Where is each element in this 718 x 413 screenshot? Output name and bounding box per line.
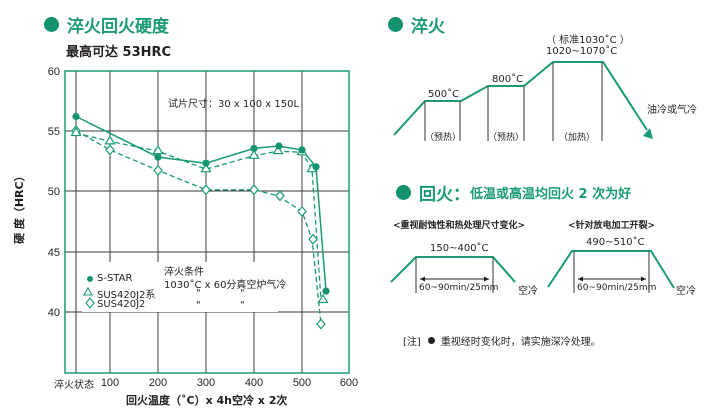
temper-left-cool: 空冷 xyxy=(518,286,538,297)
svg-text:50: 50 xyxy=(48,186,60,198)
footnote-prefix: [注] xyxy=(403,337,421,348)
footnote: [注] 重视经时变化时，请实施深冷处理。 xyxy=(403,333,601,348)
hardness-subtitle: 最高可达 53HRC xyxy=(66,45,172,60)
quench-standard-temp: （ 标准1030˚C ） xyxy=(546,35,630,46)
svg-text:500: 500 xyxy=(293,377,311,389)
ditto-mark: " xyxy=(196,288,201,299)
hardness-title-text: 淬火回火硬度 xyxy=(67,17,169,37)
series-sus420j2-line xyxy=(75,130,322,325)
svg-text:300: 300 xyxy=(197,377,215,389)
chart-legend xyxy=(82,262,278,312)
temper-right-heading: <针对放电加工开裂> xyxy=(568,221,656,231)
ditto-mark: " xyxy=(240,300,245,311)
preheat1-temp: 500˚C xyxy=(428,89,460,100)
svg-text:400: 400 xyxy=(245,377,263,389)
quench-heat-range: 1020~1070˚C xyxy=(546,46,618,57)
footnote-text: 重视经时变化时，请实施深冷处理。 xyxy=(440,337,601,348)
specimen-note: 试片尺寸：30 x 100 x 150L xyxy=(168,99,300,110)
svg-text:600: 600 xyxy=(340,377,358,389)
bullet-icon xyxy=(427,337,435,344)
temper-left-time: 60~90min/25mm xyxy=(419,283,499,293)
diamond-markers xyxy=(71,125,326,330)
bullet-dot-icon xyxy=(396,185,411,200)
legend-circle-icon xyxy=(87,276,93,282)
x-axis-first-label: 淬火状态 xyxy=(54,380,94,391)
x-tick-labels: 100 200 300 400 500 600 xyxy=(101,377,358,389)
temper-right-time: 60~90min/25mm xyxy=(577,283,657,293)
legend-label-sus420j2-type: SUS420J2系 xyxy=(97,290,156,301)
legend-label-s-star: S-STAR xyxy=(97,273,133,284)
ditto-mark: " xyxy=(196,300,201,311)
temper-left-temp: 150~400˚C xyxy=(430,243,489,254)
quench-condition-label: 淬火条件 xyxy=(164,267,204,278)
series-s-star-line xyxy=(75,115,327,292)
heating-label: （加热） xyxy=(559,133,596,143)
svg-text:200: 200 xyxy=(149,377,167,389)
bullet-dot-icon xyxy=(388,17,403,32)
preheat1-label: （预热） xyxy=(425,133,462,143)
plot-frame xyxy=(64,70,350,374)
cooling-method: 油冷或气冷 xyxy=(647,105,697,116)
temper-right-cool: 空冷 xyxy=(676,286,696,297)
temper-section-title: 回火： 低温或高温均回火 2 次为好 xyxy=(396,180,631,205)
svg-text:100: 100 xyxy=(101,377,119,389)
svg-text:60: 60 xyxy=(48,66,60,78)
temper-title-note: 低温或高温均回火 2 次为好 xyxy=(470,187,632,202)
quench-section-title: 淬火 xyxy=(388,12,445,37)
ditto-mark: " xyxy=(240,288,245,299)
svg-text:55: 55 xyxy=(48,126,60,138)
y-tick-labels: 60 55 50 45 40 xyxy=(48,66,60,319)
preheat2-label: （预热） xyxy=(488,133,525,143)
temper-right-temp: 490~510˚C xyxy=(586,237,645,248)
legend-diamond-icon xyxy=(85,297,95,309)
temper-left-heading: <重视耐蚀性和热处理尺寸变化> xyxy=(393,221,526,231)
hardness-section-title: 淬火回火硬度 xyxy=(44,12,169,37)
circle-markers xyxy=(72,112,330,295)
quench-condition-value: 1030˚C x 60分真空炉气冷 xyxy=(164,280,287,291)
cooling-arrow-icon xyxy=(643,128,653,139)
svg-text:45: 45 xyxy=(48,247,60,259)
x-axis-label: 回火温度（˚C）x 4h空冷 x 2次 xyxy=(126,394,288,407)
bullet-dot-icon xyxy=(44,17,59,32)
legend-triangle-icon xyxy=(83,286,93,296)
legend-label-sus420j2: SUS420J2 xyxy=(97,299,146,310)
preheat2-temp: 800˚C xyxy=(492,74,524,85)
svg-text:40: 40 xyxy=(48,307,60,319)
